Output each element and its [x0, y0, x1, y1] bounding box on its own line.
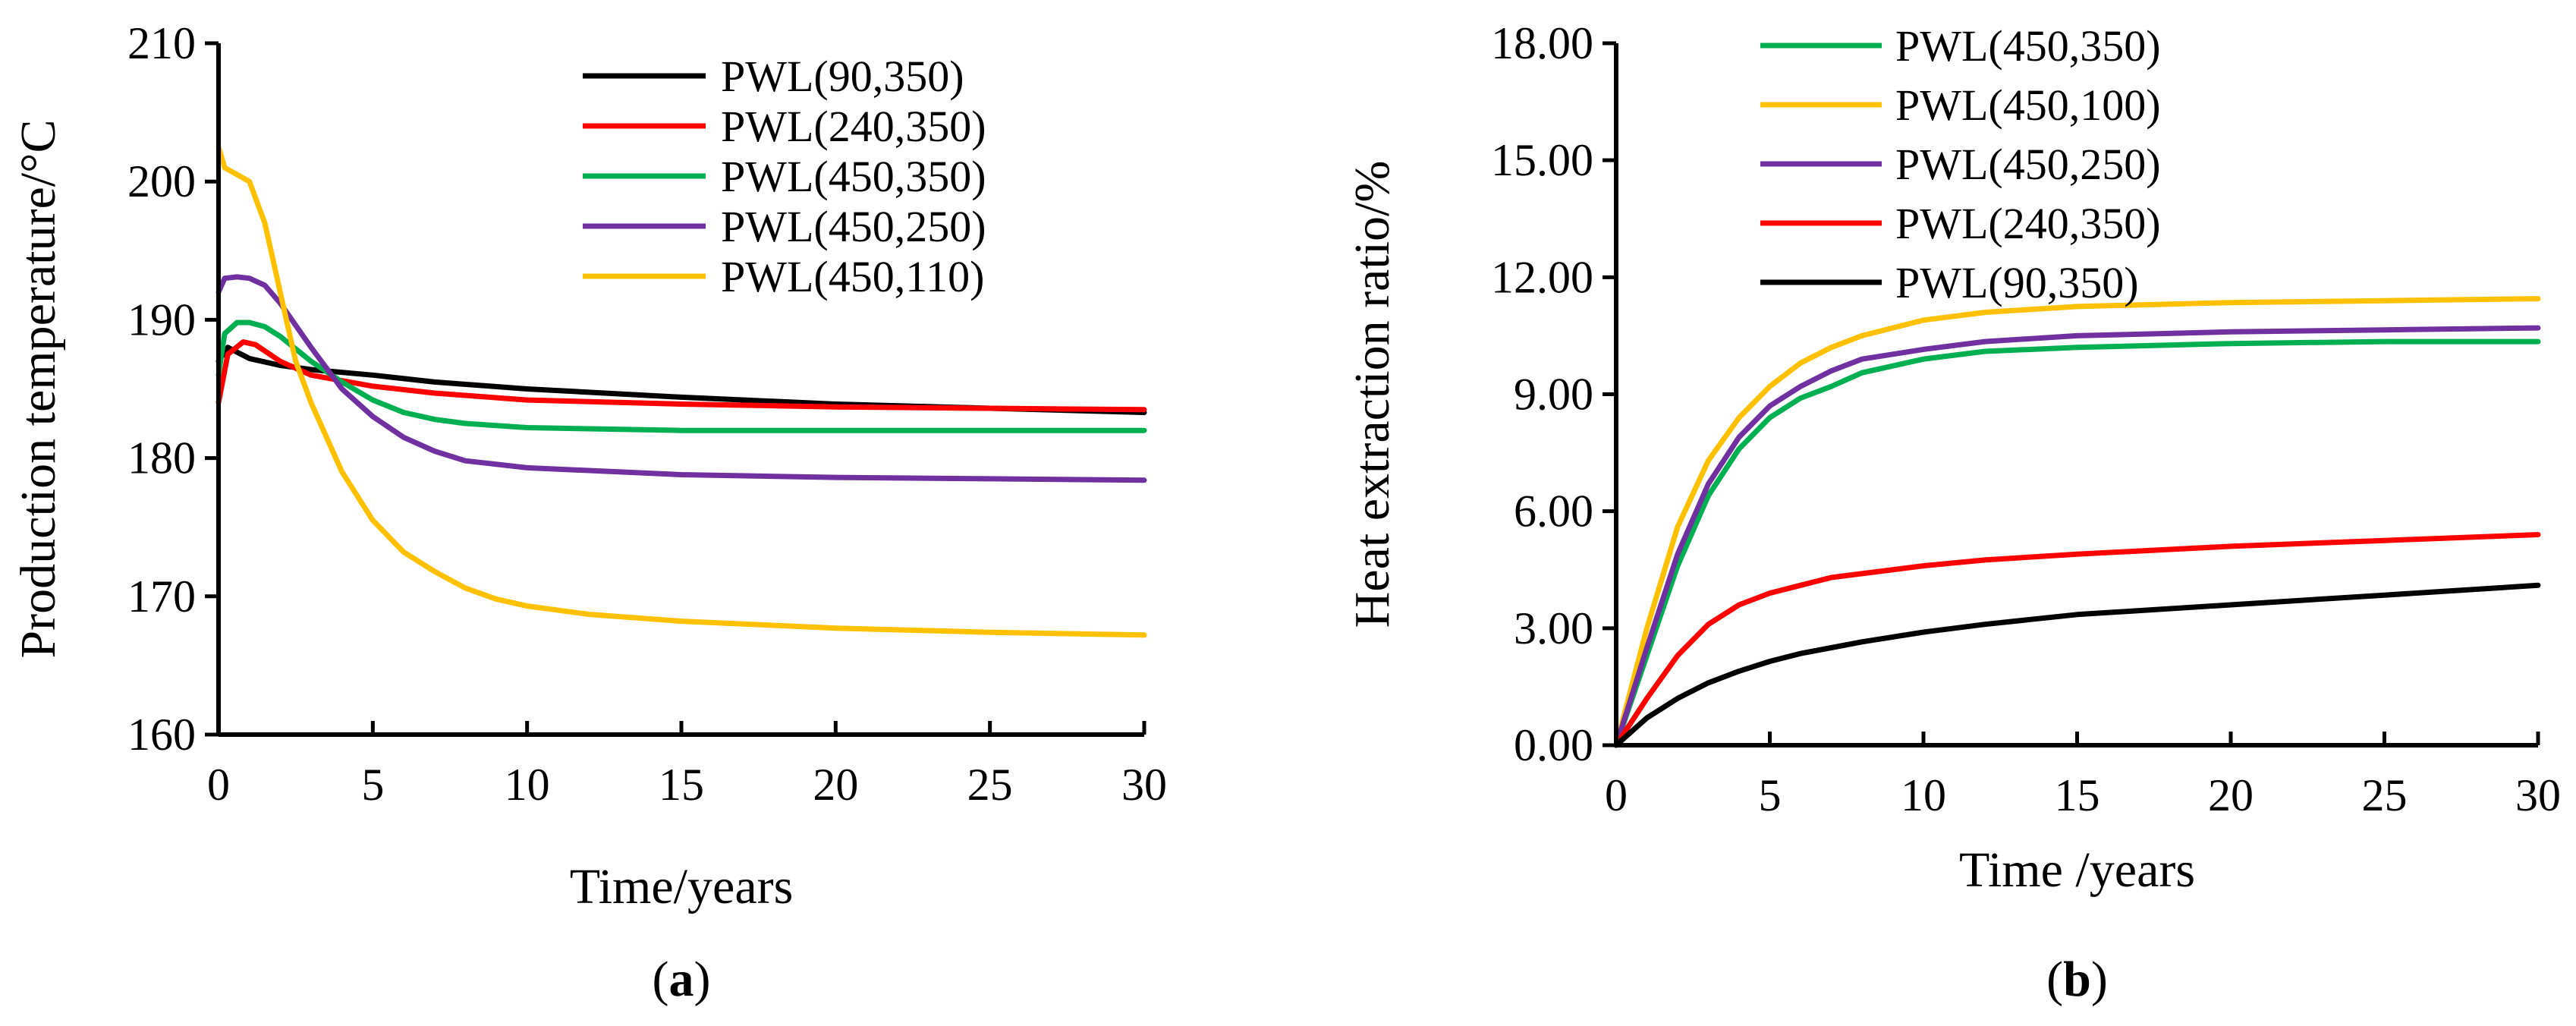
- x-axis-title-b: Time /years: [1959, 842, 2195, 898]
- y-tick-label-b: 18.00: [1491, 18, 1593, 68]
- y-tick-label-a: 200: [127, 156, 196, 206]
- x-tick-label-b: 20: [2208, 770, 2254, 820]
- series-line-b-3: [1613, 325, 2541, 748]
- x-tick-label-b: 30: [2515, 770, 2561, 820]
- series-line-b-1: [1613, 338, 2541, 748]
- x-tick-label-b: 15: [2055, 770, 2100, 820]
- series-line-b-4: [1613, 532, 2541, 748]
- panel-label-a: (a): [653, 952, 711, 1007]
- y-tick-label-a: 190: [127, 294, 196, 345]
- chart-panel-b: 0.00 3.00 6.00 9.00 12.00 15.00 18.00 0 5 10 15 20 2…: [1345, 18, 2561, 1007]
- x-tick-label-a: 0: [207, 760, 230, 810]
- y-tick-label-b: 15.00: [1491, 135, 1593, 185]
- y-tick-label-a: 180: [127, 433, 196, 483]
- x-tick-label-a: 15: [659, 760, 704, 810]
- legend-label-b-1: PWL(450,350): [1895, 21, 2161, 71]
- x-tick-label-a: 10: [505, 760, 550, 810]
- y-tick-label-b: 3.00: [1514, 603, 1593, 653]
- x-tick-label-b: 10: [1901, 770, 1946, 820]
- series-line-b-5: [1613, 582, 2541, 748]
- panel-letter-a: a: [669, 952, 694, 1007]
- legend-label-a-4: PWL(450,250): [721, 202, 986, 251]
- x-axis-title-a: Time/years: [570, 859, 794, 914]
- legend-label-b-2: PWL(450,100): [1895, 80, 2161, 130]
- x-tick-label-a: 5: [361, 760, 384, 810]
- legend-label-a-2: PWL(240,350): [721, 102, 986, 151]
- series-line-a-4: [215, 274, 1147, 483]
- legend-a: PWL(90,350)PWL(240,350)PWL(450,350)PWL(4…: [583, 52, 986, 301]
- y-tick-label-b: 9.00: [1514, 370, 1593, 420]
- y-tick-label-a: 210: [127, 18, 196, 68]
- series-line-b-2: [1613, 296, 2541, 748]
- x-tick-label-b: 0: [1605, 770, 1628, 820]
- legend-b: PWL(450,350) PWL(450,100) PWL(450,250) PWL(…: [1760, 21, 2161, 307]
- panel-label-b: (b): [2046, 952, 2108, 1007]
- legend-label-a-3: PWL(450,350): [721, 152, 986, 201]
- chart-panel-a: 160 170 180 190 200 210 0 5 10 15 20 25 30 Time/years…: [11, 18, 1167, 1007]
- y-tick-label-b: 6.00: [1514, 486, 1593, 537]
- y-tick-label-b: 0.00: [1514, 720, 1593, 770]
- series-line-a-2: [215, 339, 1147, 413]
- x-tick-label-a: 25: [967, 760, 1013, 810]
- legend-label-b-5: PWL(90,350): [1895, 258, 2139, 307]
- y-tick-label-a: 160: [127, 710, 196, 760]
- legend-label-a-1: PWL(90,350): [721, 52, 964, 101]
- y-axis-title-b: Heat extraction ratio/%: [1345, 161, 1400, 628]
- legend-label-b-4: PWL(240,350): [1895, 199, 2161, 248]
- y-tick-label-a: 170: [127, 571, 196, 622]
- y-axis-title-a: Production temperature/°C: [11, 119, 66, 658]
- x-tick-label-a: 30: [1121, 760, 1167, 810]
- series-line-a-3: [215, 319, 1147, 433]
- x-tick-label-b: 5: [1759, 770, 1782, 820]
- x-tick-label-b: 25: [2362, 770, 2408, 820]
- panel-letter-b: b: [2063, 952, 2091, 1007]
- y-tick-label-b: 12.00: [1491, 252, 1593, 302]
- series-line-a-5: [215, 144, 1147, 638]
- legend-label-b-3: PWL(450,250): [1895, 140, 2161, 189]
- legend-label-a-5: PWL(450,110): [721, 252, 984, 301]
- x-tick-label-a: 20: [813, 760, 858, 810]
